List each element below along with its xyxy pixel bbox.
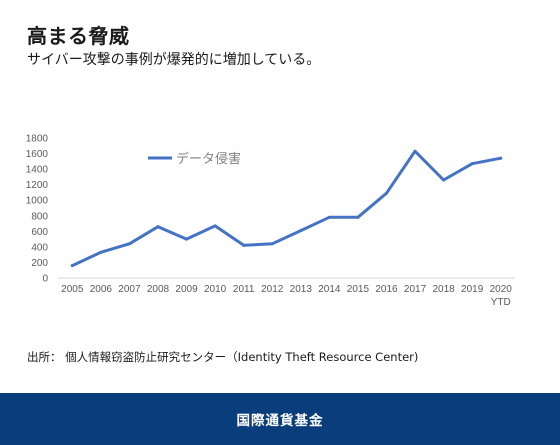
- x-tick-label: 2009: [175, 284, 198, 295]
- data-point: [213, 224, 217, 228]
- series-layer: [70, 149, 503, 268]
- data-point: [127, 242, 131, 246]
- data-point: [185, 237, 189, 241]
- x-tick-label: 2018: [432, 284, 455, 295]
- x-tick-label: 2010: [204, 284, 227, 295]
- data-point: [156, 225, 160, 229]
- y-tick-label: 200: [31, 258, 48, 269]
- data-point: [384, 191, 388, 195]
- data-point: [242, 243, 246, 247]
- data-point: [413, 149, 417, 153]
- y-tick-label: 1000: [26, 196, 49, 207]
- y-tick-label: 1200: [26, 180, 49, 191]
- x-tick-label: 2020: [490, 284, 513, 295]
- x-tick-label: 2008: [147, 284, 170, 295]
- y-tick-label: 1600: [26, 149, 49, 160]
- source-note: 出所： 個人情報窃盗防止研究センター（Identity Theft Resour…: [27, 350, 419, 364]
- data-point: [299, 229, 303, 233]
- x-axis: 2005 2006 2007 2008 2009 2010 2011 2012 2013 2014…: [58, 277, 515, 308]
- data-point: [470, 162, 474, 166]
- legend-label: データ侵害: [176, 151, 241, 167]
- series-line-data-breach: [70, 149, 503, 268]
- data-point: [270, 242, 274, 246]
- data-point: [442, 178, 446, 182]
- x-tick-label: 2013: [290, 284, 313, 295]
- x-tick-label: 2016: [375, 284, 398, 295]
- x-tick-label: 2015: [347, 284, 370, 295]
- legend: データ侵害: [148, 151, 241, 167]
- y-tick-label: 0: [42, 274, 48, 285]
- page-title: 高まる脅威: [27, 24, 130, 48]
- x-tick-label: 2007: [118, 284, 141, 295]
- data-point: [356, 215, 360, 219]
- x-tick-label: 2006: [90, 284, 113, 295]
- data-point: [499, 156, 503, 160]
- x-tick-label: 2005: [61, 284, 84, 295]
- x-tick-label: 2017: [404, 284, 427, 295]
- x-tick-label: 2014: [318, 284, 341, 295]
- y-tick-label: 600: [31, 227, 48, 238]
- x-tick-label: 2012: [261, 284, 284, 295]
- data-point: [70, 264, 74, 268]
- footer-bar: 国際通貨基金: [0, 393, 560, 445]
- y-tick-label: 400: [31, 242, 48, 253]
- page-subtitle: サイバー攻撃の事例が爆発的に増加している。: [27, 52, 321, 68]
- y-tick-label: 800: [31, 211, 48, 222]
- y-tick-label: 1800: [26, 134, 49, 145]
- org-name: 国際通貨基金: [236, 413, 324, 429]
- data-point: [99, 250, 103, 254]
- data-point: [327, 215, 331, 219]
- y-tick-label: 1400: [26, 165, 49, 176]
- x-tick-label: 2011: [233, 284, 255, 295]
- x-tick-label: 2019: [461, 284, 484, 295]
- x-tick-sublabel: YTD: [491, 297, 511, 308]
- y-axis: 0 200 400 600 800 1000 1200 1400 1600 1800: [26, 134, 49, 285]
